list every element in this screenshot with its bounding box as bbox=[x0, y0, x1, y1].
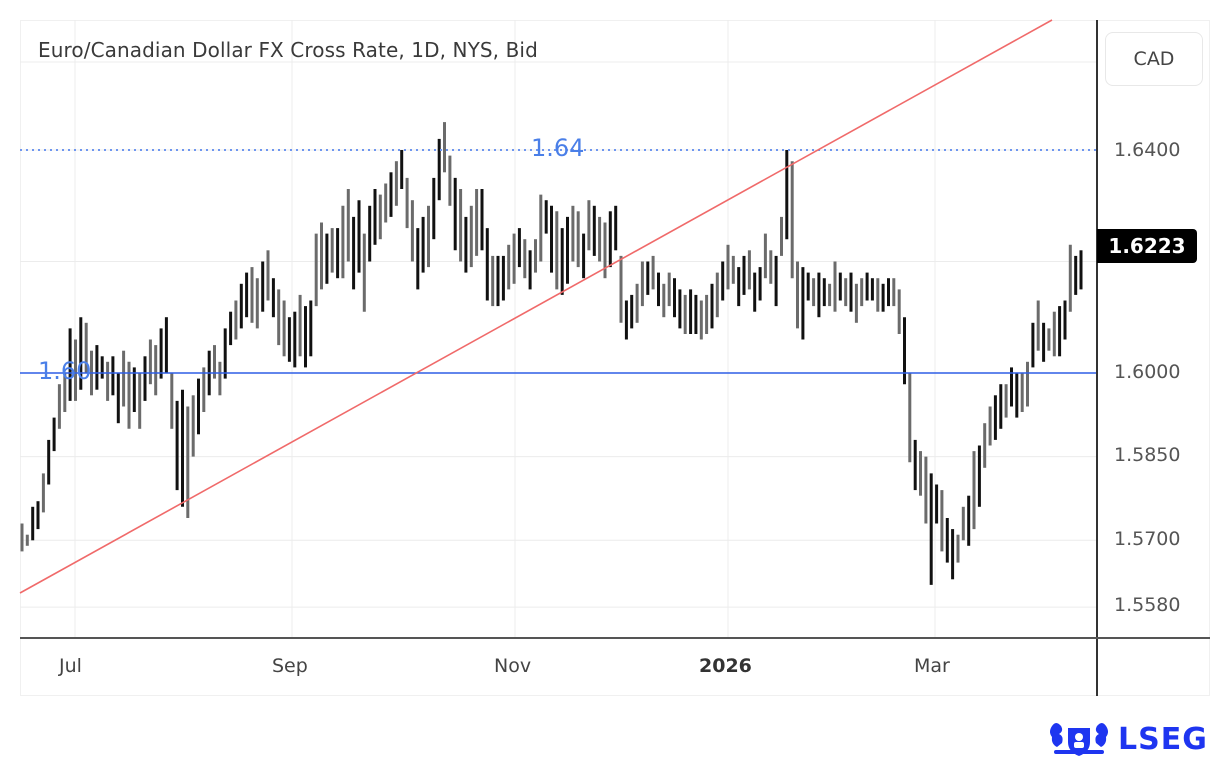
x-tick-nov: Nov bbox=[494, 655, 532, 677]
x-tick-jul: Jul bbox=[59, 655, 82, 677]
level-label-1-60: 1.60 bbox=[38, 357, 92, 385]
gridlines bbox=[20, 20, 1097, 638]
ohlc-bars bbox=[20, 122, 1083, 585]
level-label-1-64: 1.64 bbox=[531, 134, 585, 162]
last-price-badge: 1.6223 bbox=[1097, 229, 1197, 263]
x-tick-sep: Sep bbox=[272, 655, 308, 677]
lseg-logo[interactable]: LSEG bbox=[1048, 720, 1208, 758]
chart-frame bbox=[20, 20, 1210, 696]
lseg-wordmark: LSEG bbox=[1118, 721, 1208, 757]
lseg-crest-icon bbox=[1050, 723, 1108, 756]
currency-button[interactable]: CAD bbox=[1105, 32, 1203, 86]
y-tick-1-5580: 1.5580 bbox=[1114, 594, 1181, 616]
chart-title: Euro/Canadian Dollar FX Cross Rate, 1D, … bbox=[38, 38, 538, 62]
trendline[interactable] bbox=[19, 19, 1053, 594]
x-tick-mar: Mar bbox=[914, 655, 950, 677]
y-tick-1-6400: 1.6400 bbox=[1114, 139, 1181, 161]
y-tick-1-5850: 1.5850 bbox=[1114, 444, 1181, 466]
y-tick-1-5700: 1.5700 bbox=[1114, 528, 1181, 550]
y-tick-1-6000: 1.6000 bbox=[1114, 361, 1181, 383]
x-tick-2026: 2026 bbox=[699, 655, 752, 677]
